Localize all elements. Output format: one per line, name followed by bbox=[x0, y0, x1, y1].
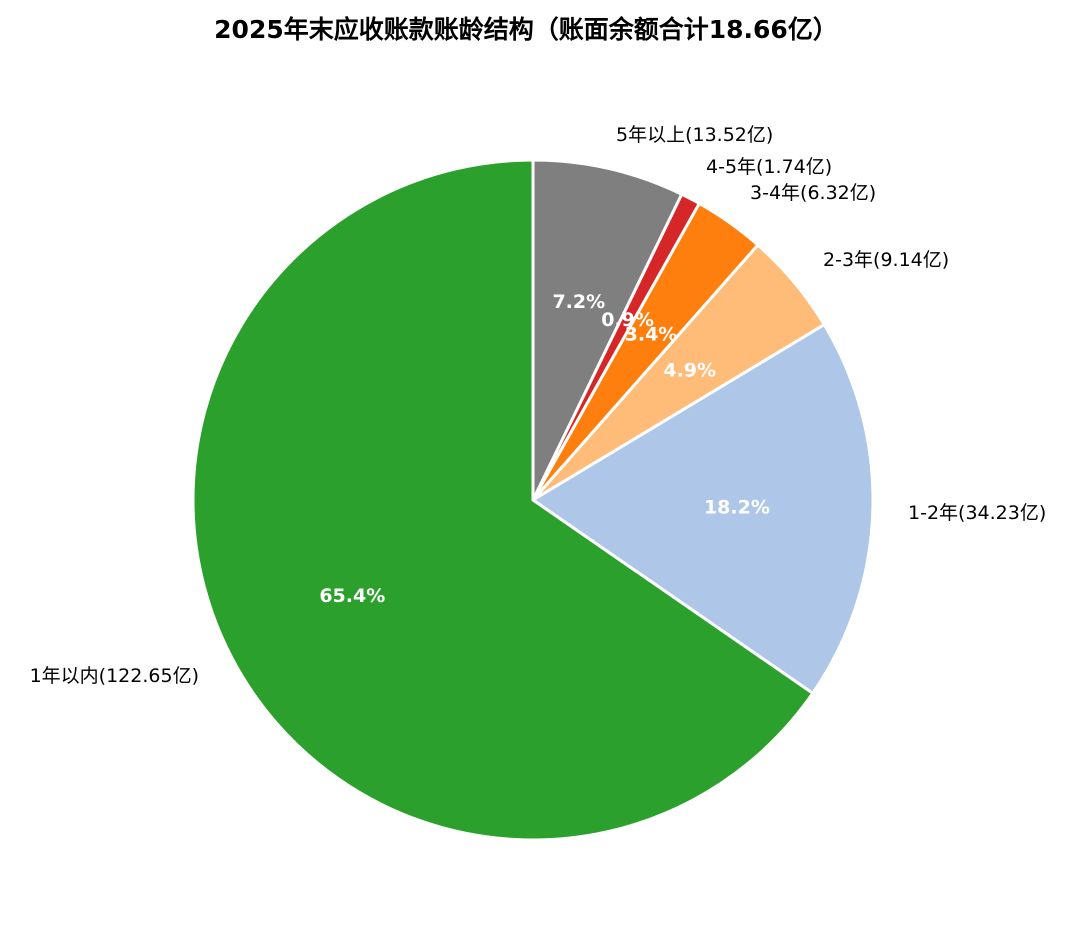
pie-slice-1年以内 bbox=[191, 158, 815, 842]
percent-label-2-3年: 4.9% bbox=[663, 359, 716, 381]
slice-label-2-3年: 2-3年(9.14亿) bbox=[823, 249, 949, 271]
percent-labels: 7.2%0.9%3.4% 4.9% 18.2% 65.4% bbox=[319, 291, 770, 607]
chart-title: 2025年末应收账款账龄结构（账面余额合计18.66亿） bbox=[214, 15, 838, 44]
slice-labels: 5年以上(13.52亿) 4-5年(1.74亿) 3-4年(6.32亿) 2-3年(9… bbox=[30, 124, 1047, 687]
percent-label-3-4年: 3.4% bbox=[625, 324, 678, 346]
percent-label-5年以上: 7.2% bbox=[552, 291, 605, 313]
slice-label-3-4年: 3-4年(6.32亿) bbox=[750, 182, 876, 204]
percent-label-4-5年: 0.9% bbox=[601, 309, 654, 331]
slice-label-1-2年: 1-2年(34.23亿) bbox=[908, 502, 1046, 524]
slice-label-5年以上: 5年以上(13.52亿) bbox=[616, 124, 773, 146]
percent-label-1-2年: 18.2% bbox=[704, 496, 770, 518]
slice-label-1年以内: 1年以内(122.65亿) bbox=[30, 665, 199, 687]
pie-slices bbox=[191, 158, 875, 842]
slice-label-4-5年: 4-5年(1.74亿) bbox=[706, 156, 832, 178]
pie-slice-1-2年 bbox=[531, 323, 875, 695]
percent-label-1年以内: 65.4% bbox=[319, 585, 385, 607]
pie-slice-5年以上 bbox=[531, 158, 684, 502]
